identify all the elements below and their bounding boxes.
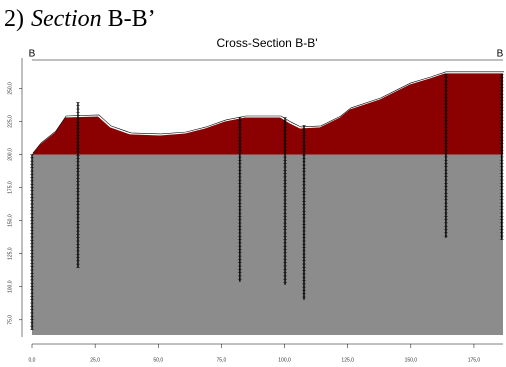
x-tick-label: 100,0 — [278, 357, 291, 363]
x-tick-label: 25,0 — [90, 357, 100, 363]
header-rest: B-B’ — [108, 6, 156, 32]
x-tick-label: 50,0 — [153, 357, 163, 363]
y-tick-label: 75,0 — [7, 315, 13, 325]
x-tick-label: 175,0 — [468, 357, 481, 363]
y-tick-label: 250,0 — [7, 82, 13, 95]
right-label: B — [497, 49, 504, 60]
base-layer — [32, 155, 503, 335]
header-italic: Section — [31, 6, 102, 32]
x-tick-label: 125,0 — [341, 357, 354, 363]
left-label: B — [29, 49, 36, 60]
y-tick-label: 225,0 — [7, 115, 13, 128]
x-tick-label: 150,0 — [405, 357, 418, 363]
y-tick-label: 150,0 — [7, 214, 13, 227]
x-tick-label: 75,0 — [217, 357, 227, 363]
y-tick-label: 125,0 — [7, 247, 13, 260]
chart: 2) SectionB-B’ Cross-Section B-B' B B 75,… — [0, 0, 506, 367]
chart-title: Cross-Section B-B' — [217, 36, 318, 50]
header-number: 2) — [4, 6, 24, 32]
y-tick-label: 200,0 — [7, 148, 13, 161]
y-tick-label: 175,0 — [7, 181, 13, 194]
surface-layer — [32, 73, 503, 154]
y-tick-label: 100,0 — [7, 280, 13, 293]
x-tick-label: 0,0 — [29, 357, 36, 363]
